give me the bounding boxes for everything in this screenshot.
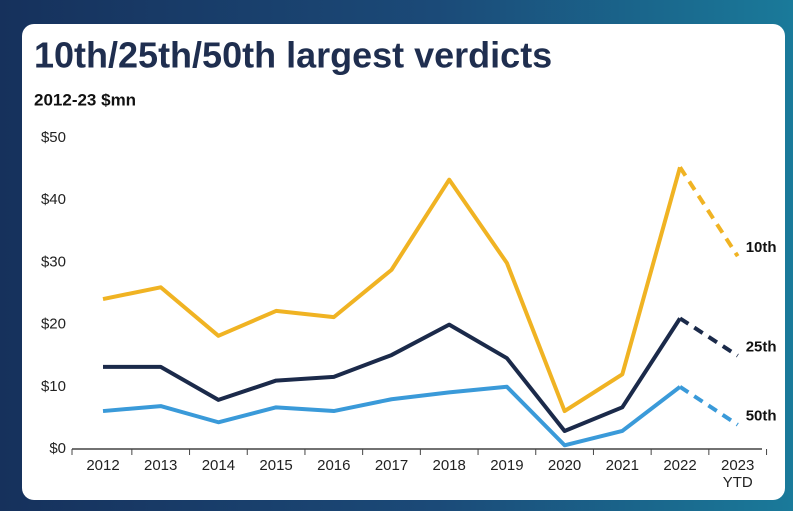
x-tick-label: 2013 [144,457,178,474]
line-series [102,166,682,414]
chart-subtitle: 2012-23 $mn [34,90,136,109]
y-tick-label: $30 [41,253,66,270]
line-series-projection [678,166,740,258]
line-series-projection [678,385,739,427]
card [22,24,785,500]
legend-label: 50th [746,408,777,425]
y-tick-label: $20 [41,316,66,333]
y-tick-label: $40 [41,191,66,208]
line-series [103,317,682,433]
x-tick-label: 2012 [86,457,120,474]
line-series-projection [678,316,739,358]
x-tick-label: 2021 [605,457,639,474]
legend-label: 25th [746,339,777,356]
legend-label: 10th [746,239,777,256]
y-tick-label: $0 [49,440,66,457]
chart-title: 10th/25th/50th largest verdicts [34,35,552,76]
x-tick-label: 2018 [432,457,466,474]
x-tick-label: 2020 [547,457,582,474]
x-tick-label: 2019 [490,457,524,474]
x-tick-label: 2014 [201,457,236,474]
y-tick-label: $50 [41,129,66,146]
x-tick-label: 2017 [374,457,409,474]
x-tick-label: 2015 [259,457,293,474]
x-tick-label: 2023 YTD [721,457,755,491]
x-tick-label: 2016 [317,457,351,474]
x-tick-label: 2022 [663,457,697,474]
y-tick-label: $10 [41,378,66,395]
line-series [102,384,682,448]
